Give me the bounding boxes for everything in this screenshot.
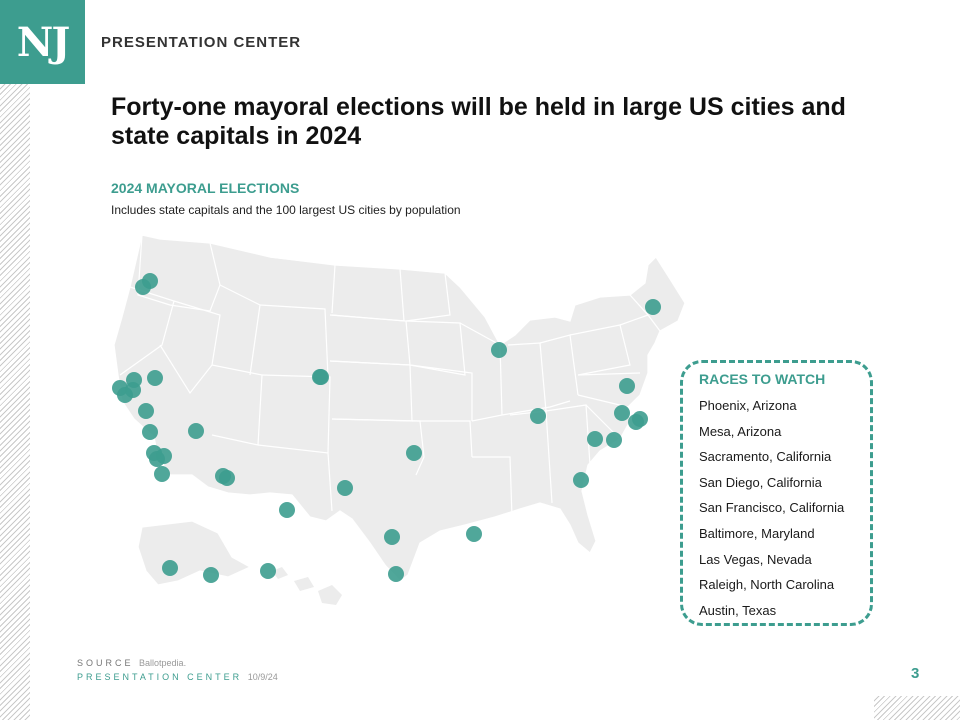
election-marker	[573, 472, 589, 488]
election-marker	[219, 470, 235, 486]
map-subtext: Includes state capitals and the 100 larg…	[111, 203, 461, 217]
state-borders	[119, 234, 661, 518]
election-marker	[135, 279, 151, 295]
source-value: Ballotpedia.	[139, 658, 187, 668]
election-marker	[142, 424, 158, 440]
election-marker	[162, 560, 178, 576]
race-item: Austin, Texas	[699, 602, 777, 618]
election-marker	[628, 414, 644, 430]
footer-brand-line: PRESENTATION CENTER 10/9/24	[77, 672, 278, 682]
page-number: 3	[911, 665, 920, 682]
source-label: SOURCE	[77, 658, 134, 668]
election-marker	[156, 448, 172, 464]
race-item: Sacramento, California	[699, 449, 832, 465]
election-marker	[491, 342, 507, 358]
slide-title: Forty-one mayoral elections will be held…	[111, 93, 846, 150]
brand-name: PRESENTATION CENTER	[101, 34, 302, 51]
election-marker	[406, 445, 422, 461]
races-title: RACES TO WATCH	[699, 371, 826, 387]
bottom-right-hatch-decoration	[874, 696, 960, 720]
footer-brand: PRESENTATION CENTER	[77, 672, 243, 682]
source-line: SOURCE Ballotpedia.	[77, 658, 186, 668]
race-item: San Francisco, California	[699, 500, 845, 516]
election-marker	[188, 423, 204, 439]
logo-text: NJ	[16, 18, 70, 66]
left-hatch-decoration	[0, 84, 30, 720]
race-item: Mesa, Arizona	[699, 423, 782, 439]
election-markers	[112, 273, 661, 583]
race-item: Raleigh, North Carolina	[699, 577, 835, 593]
us-map	[112, 234, 686, 605]
election-marker	[125, 382, 141, 398]
election-marker	[645, 299, 661, 315]
map-subhead: 2024 MAYORAL ELECTIONS	[111, 180, 300, 196]
races-to-watch-panel: RACES TO WATCH Phoenix, Arizona Mesa, Ar…	[680, 360, 873, 626]
election-marker	[147, 370, 163, 386]
election-marker	[619, 378, 635, 394]
election-marker	[466, 526, 482, 542]
election-marker	[587, 431, 603, 447]
logo: NJ	[0, 0, 85, 84]
race-item: San Diego, California	[699, 474, 822, 490]
election-marker	[337, 480, 353, 496]
election-marker	[154, 466, 170, 482]
election-marker	[279, 502, 295, 518]
us-mainland-shape	[113, 234, 686, 582]
election-marker	[312, 369, 328, 385]
race-item: Phoenix, Arizona	[699, 398, 797, 413]
election-marker	[260, 563, 276, 579]
footer-date: 10/9/24	[247, 672, 278, 682]
alaska-shape	[137, 520, 252, 586]
election-marker	[606, 432, 622, 448]
election-marker	[384, 529, 400, 545]
hawaii-shape	[272, 567, 342, 605]
election-marker	[203, 567, 219, 583]
election-marker	[614, 405, 630, 421]
race-item: Baltimore, Maryland	[699, 525, 815, 541]
election-marker	[530, 408, 546, 424]
races-list: Phoenix, Arizona Mesa, Arizona Sacrament…	[699, 393, 870, 623]
race-item: Las Vegas, Nevada	[699, 551, 812, 567]
election-marker	[388, 566, 404, 582]
election-marker	[138, 403, 154, 419]
